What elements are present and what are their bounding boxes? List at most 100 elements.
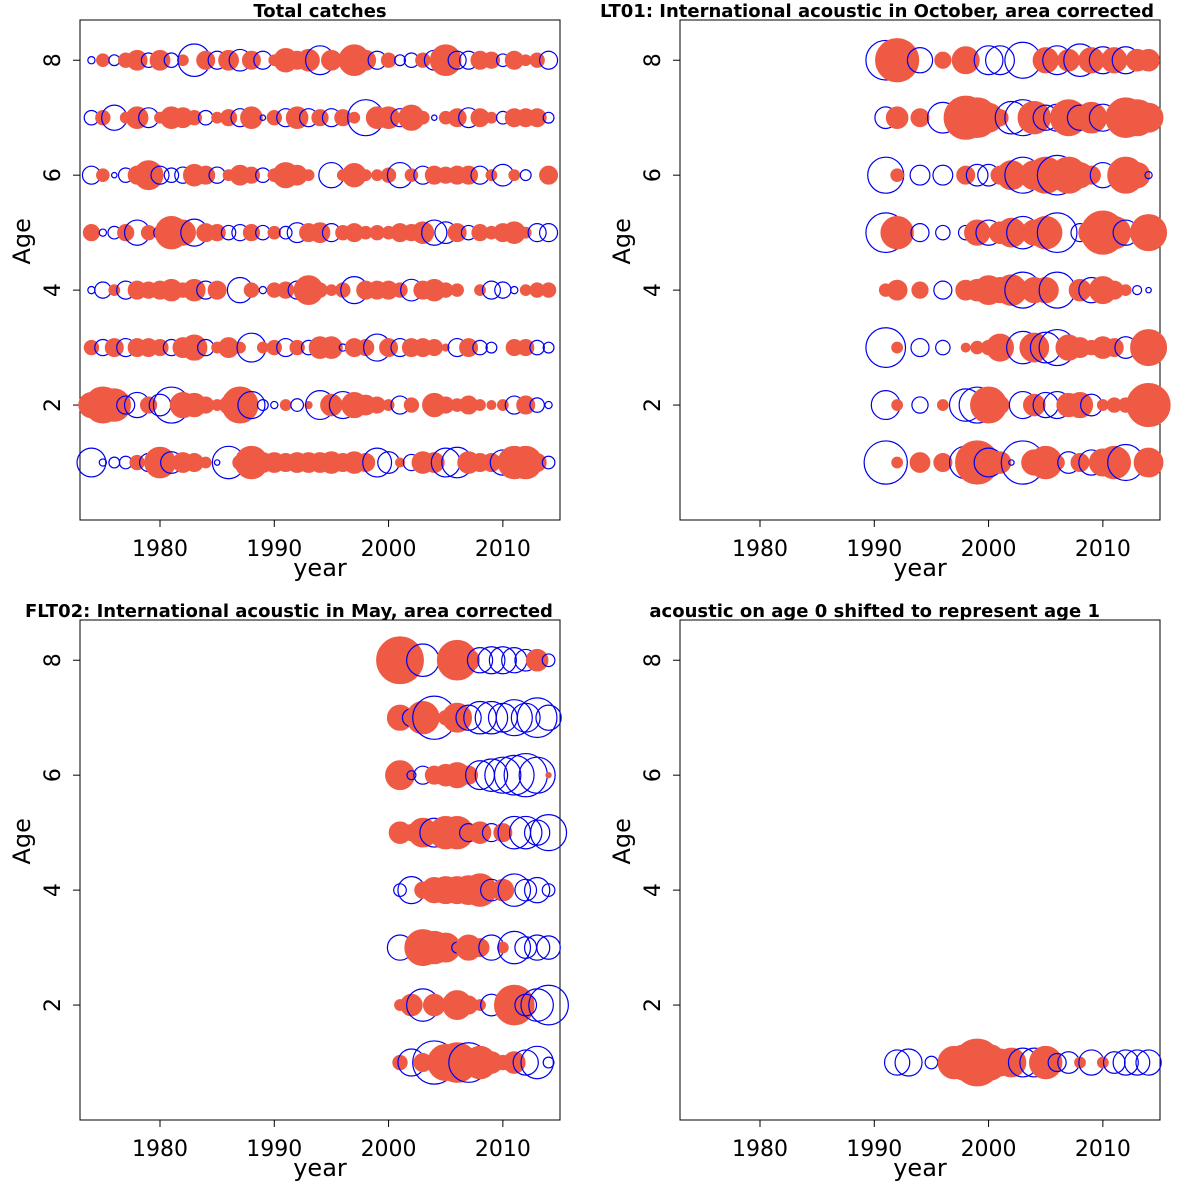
bubble-positive [470,938,490,958]
y-tick-label: 8 [641,653,666,667]
bubble-negative [270,400,279,410]
y-axis-label: Age [8,218,36,264]
bubble-negative [466,647,494,674]
bubble-positive [376,636,424,685]
bubble-positive [1022,393,1046,417]
bubble-negative [98,458,108,467]
bubble-negative [503,752,548,798]
bubble-positive [335,282,351,298]
bubble-positive [1133,102,1164,133]
bubble-positive [1130,329,1168,367]
bubble-negative [477,646,506,675]
bubble-positive [208,224,226,242]
bubble-positive [491,878,515,902]
bubble-negative [98,228,108,237]
bubble-positive [169,219,196,246]
bubble-positive [242,166,261,184]
x-tick-label: 2010 [1075,537,1131,562]
bubble-positive [1096,1056,1109,1069]
x-tick-label: 1980 [732,537,788,562]
bubble-negative [523,876,551,904]
bubble-negative [1132,285,1143,296]
bubble-positive [540,282,557,298]
y-tick-label: 4 [641,883,666,897]
bubble-negative [1123,1049,1151,1076]
y-tick-label: 6 [641,768,666,782]
bubble-negative [406,770,417,781]
bubble-positive [96,53,110,68]
bubble-positive [936,399,949,411]
bubble-positive [95,110,111,126]
bubble-positive [97,388,131,422]
y-axis-label: Age [8,818,36,864]
y-tick-label: 6 [41,768,66,782]
bubble-positive [545,771,552,779]
bubble-negative [512,1049,539,1076]
x-axis-label: year [893,1154,947,1182]
y-axis-label: Age [608,218,636,264]
panel-1: 1980 1990 2000 2010 2 4 6 8 year Age [8,19,561,582]
bubble-positive [320,336,343,359]
bubble-positive [447,223,467,243]
bubble-negative [529,397,545,413]
bubble-negative [529,339,545,356]
bubble-negative [984,45,1015,76]
bubble-negative [932,164,954,186]
bubble-positive [312,282,328,298]
bubble-negative [497,873,532,907]
bubble-negative [523,934,551,961]
bubble-positive [243,282,260,298]
bubble-negative [484,756,522,794]
bubble-negative [538,223,559,243]
bubble-negative [527,223,547,243]
bubble-positive [357,338,375,357]
bubble-negative [536,935,561,960]
bubble-positive [502,1051,526,1074]
bubble-negative [488,646,517,675]
bubble-negative [894,1048,923,1077]
bubble-positive [1029,215,1063,250]
bubble-positive [447,108,467,128]
bubble-positive [266,110,282,126]
x-tick-label: 1990 [846,1137,902,1162]
bubble-positive [960,342,971,353]
x-tick-label: 1990 [846,537,902,562]
bubble-positive [117,224,135,242]
y-tick-label: 2 [41,998,66,1012]
bubble-positive [186,110,202,126]
x-axis-label: year [293,554,347,582]
bubble-negative [1145,286,1152,294]
x-tick-label: 1980 [132,1137,188,1162]
bubble-positive [219,109,238,127]
bubble-negative [494,281,512,299]
bubble-negative [493,754,535,796]
bubble-positive [380,167,397,183]
bubble-positive [241,50,261,70]
bubble-negative [163,167,180,183]
bubble-negative [1135,1049,1162,1076]
bubble-positive [450,283,464,297]
bubble-positive [267,225,282,240]
bubble-negative [76,447,107,478]
y-tick-label: 4 [41,283,66,297]
bubble-positive [139,396,158,414]
panel-4: 1980 1990 2000 2010 2 4 6 8 year Age [608,619,1162,1182]
x-tick-label: 2000 [961,1137,1017,1162]
bubble-positive [176,54,189,67]
bubble-negative [220,224,237,241]
bubble-positive [1104,338,1124,358]
bubble-negative [933,280,953,300]
bubble-positive [403,397,420,413]
x-tick-label: 2010 [475,1137,531,1162]
bubble-positive [379,338,399,358]
panel-title-total-catches: Total catches [253,1,386,22]
bubble-positive [885,106,909,130]
bubble-negative [523,819,551,846]
bubble-positive [964,219,991,246]
bubble-positive [875,38,920,83]
bubble-positive [411,221,435,244]
y-axis-label: Age [608,818,636,864]
bubble-positive [133,160,164,191]
bubble-negative [542,1056,555,1069]
bubble-negative [497,930,532,965]
